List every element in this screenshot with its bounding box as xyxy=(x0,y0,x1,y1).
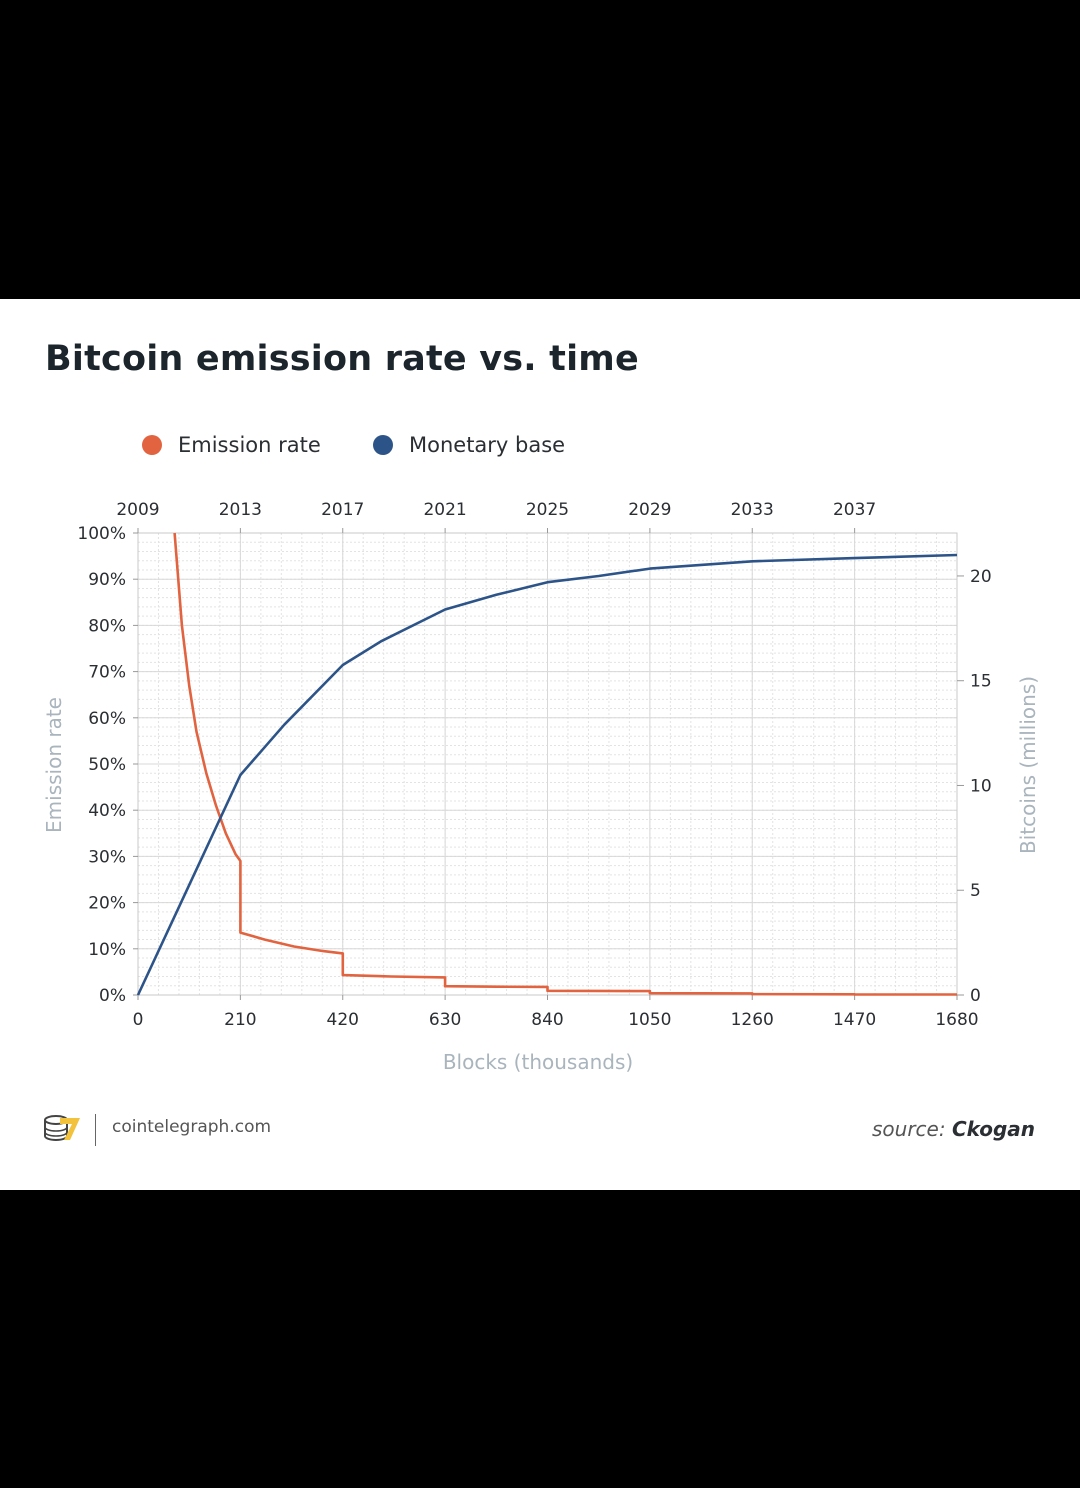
left-tick-label: 70% xyxy=(88,663,126,683)
left-tick-label: 30% xyxy=(88,847,126,867)
x-tick-label: 210 xyxy=(224,1010,256,1030)
left-tick-label: 60% xyxy=(88,709,126,729)
left-tick-label: 40% xyxy=(88,801,126,821)
footer-source-label: source: xyxy=(871,1117,946,1141)
top-tick-label: 2025 xyxy=(526,500,569,520)
legend-label-emission-rate: Emission rate xyxy=(178,433,321,457)
x-tick-label: 0 xyxy=(133,1010,144,1030)
legend-label-monetary-base: Monetary base xyxy=(409,433,566,457)
right-tick-label: 15 xyxy=(970,672,992,692)
left-tick-label: 10% xyxy=(88,940,126,960)
left-tick-label: 100% xyxy=(77,524,126,544)
footer-separator xyxy=(95,1114,96,1146)
legend-item-emission-rate: Emission rate xyxy=(142,432,321,458)
footer-source-name: Ckogan xyxy=(951,1117,1035,1141)
legend-item-monetary-base: Monetary base xyxy=(373,432,565,458)
x-tick-label: 630 xyxy=(429,1010,461,1030)
series-line-emission-rate xyxy=(173,532,957,996)
left-tick-label: 0% xyxy=(99,986,126,1006)
y-axis-right-title: Bitcoins (millions) xyxy=(1016,676,1040,854)
top-tick-label: 2033 xyxy=(731,500,774,520)
x-tick-label: 1470 xyxy=(833,1010,876,1030)
top-tick-label: 2037 xyxy=(833,500,876,520)
series-line-monetary-base xyxy=(136,553,958,996)
right-tick-label: 0 xyxy=(970,986,981,1006)
right-tick-label: 20 xyxy=(970,567,992,587)
footer-site-link[interactable]: cointelegraph.com xyxy=(112,1117,272,1137)
right-tick-label: 5 xyxy=(970,881,981,901)
right-tick-label: 10 xyxy=(970,776,992,796)
left-tick-label: 50% xyxy=(88,755,126,775)
legend-swatch-monetary-base xyxy=(373,435,393,455)
x-axis-title: Blocks (thousands) xyxy=(443,1050,633,1074)
chart-title: Bitcoin emission rate vs. time xyxy=(45,339,639,379)
cointelegraph-logo-icon xyxy=(44,1115,80,1141)
top-tick-label: 2009 xyxy=(116,500,159,520)
footer-source: source: Ckogan xyxy=(872,1117,1035,1141)
x-tick-label: 420 xyxy=(327,1010,359,1030)
top-tick-label: 2021 xyxy=(423,500,466,520)
x-tick-label: 1050 xyxy=(628,1010,671,1030)
x-tick-label: 1680 xyxy=(935,1010,978,1030)
chart-card: Bitcoin emission rate vs. time Emission … xyxy=(0,299,1080,1190)
legend-swatch-emission-rate xyxy=(142,435,162,455)
x-tick-label: 1260 xyxy=(731,1010,774,1030)
top-tick-label: 2013 xyxy=(219,500,262,520)
top-tick-label: 2029 xyxy=(628,500,671,520)
left-tick-label: 20% xyxy=(88,894,126,914)
left-tick-label: 90% xyxy=(88,570,126,590)
left-tick-label: 80% xyxy=(88,616,126,636)
top-tick-label: 2017 xyxy=(321,500,364,520)
y-axis-left-title: Emission rate xyxy=(42,697,66,833)
x-tick-label: 840 xyxy=(531,1010,563,1030)
